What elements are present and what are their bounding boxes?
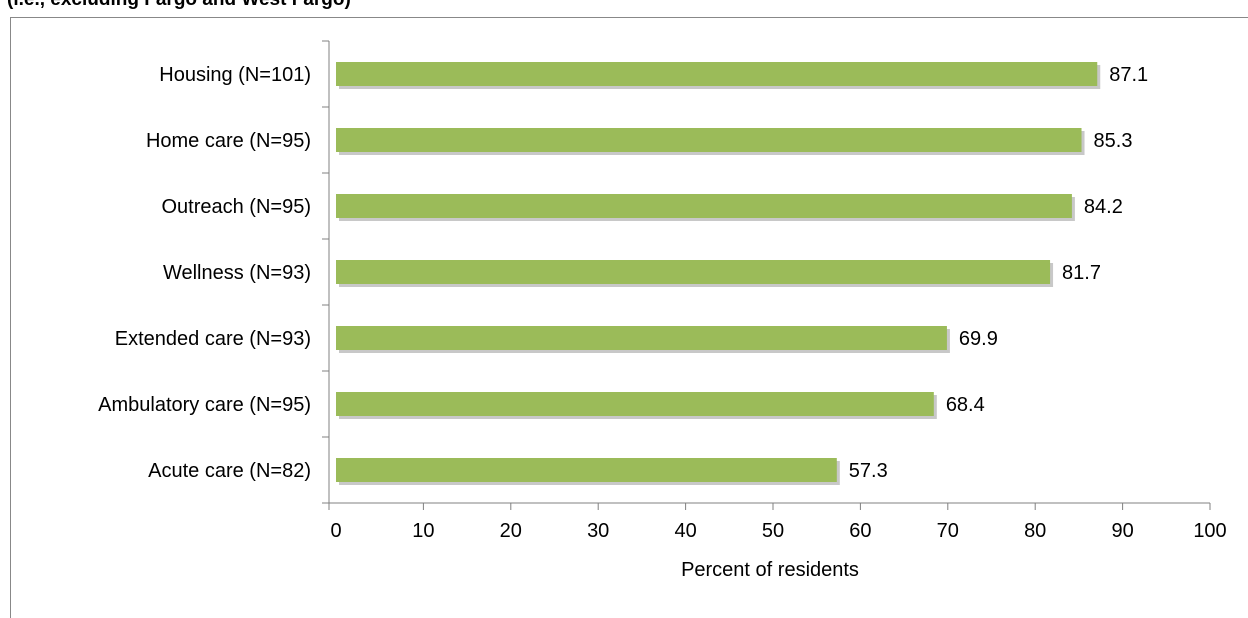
x-tick-label: 0	[330, 520, 341, 542]
bar	[336, 194, 1072, 218]
frame-top-border	[10, 17, 1248, 18]
category-label: Wellness (N=93)	[163, 262, 311, 284]
x-tick-label: 70	[937, 520, 959, 542]
category-label: Ambulatory care (N=95)	[98, 394, 311, 416]
x-tick-label: 50	[762, 520, 784, 542]
category-label: Acute care (N=82)	[148, 460, 311, 482]
category-label: Outreach (N=95)	[161, 196, 311, 218]
x-tick-label: 80	[1024, 520, 1046, 542]
x-tick-label: 30	[587, 520, 609, 542]
bar	[336, 128, 1082, 152]
bar	[336, 260, 1051, 284]
frame-left-border	[10, 17, 11, 618]
x-axis-title: Percent of residents	[681, 559, 859, 581]
category-label: Home care (N=95)	[146, 130, 311, 152]
x-tick-label: 100	[1193, 520, 1226, 542]
value-label: 87.1	[1109, 64, 1148, 86]
value-label: 84.2	[1084, 196, 1123, 218]
value-label: 57.3	[849, 460, 888, 482]
x-tick-label: 60	[849, 520, 871, 542]
x-tick-label: 90	[1111, 520, 1133, 542]
value-label: 81.7	[1062, 262, 1101, 284]
category-label: Housing (N=101)	[159, 64, 311, 86]
x-tick-label: 40	[674, 520, 696, 542]
category-label: Extended care (N=93)	[115, 328, 311, 350]
value-label: 69.9	[959, 328, 998, 350]
bar	[336, 62, 1098, 86]
value-label: 68.4	[946, 394, 985, 416]
bar	[336, 326, 947, 350]
bar	[336, 458, 837, 482]
value-label: 85.3	[1094, 130, 1133, 152]
x-tick-label: 10	[412, 520, 434, 542]
x-tick-label: 20	[500, 520, 522, 542]
bar	[336, 392, 934, 416]
chart-title: (i.e., excluding Fargo and West Fargo)	[7, 0, 351, 11]
